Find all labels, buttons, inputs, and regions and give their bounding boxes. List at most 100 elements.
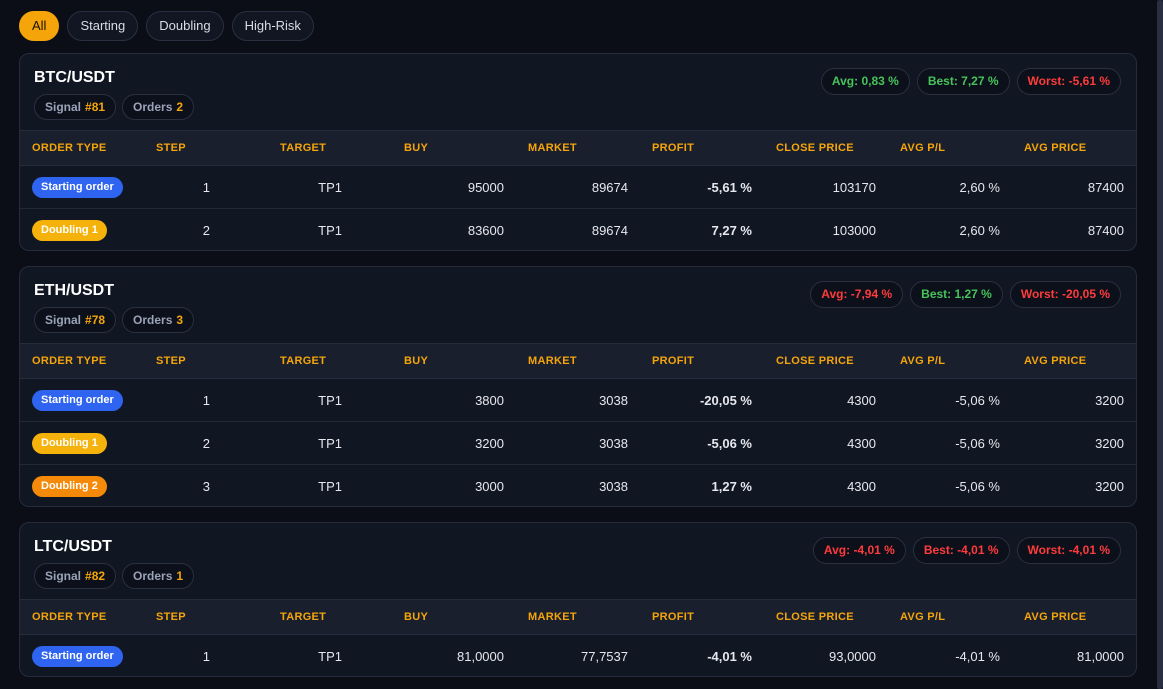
column-buy: BUY <box>404 142 429 154</box>
column-market: MARKET <box>528 611 577 623</box>
cell-market: 3038 <box>599 393 628 408</box>
card-header: ETH/USDT Signal #78 Orders 3 Avg: -7,94 % Best… <box>20 267 1136 343</box>
signal-number: #78 <box>85 313 106 327</box>
stat-avg: Avg: -7,94 % <box>810 281 904 308</box>
orders-chip: Orders 2 <box>122 94 195 120</box>
signal-card: BTC/USDT Signal #81 Orders 2 Avg: 0,83 % Best:… <box>19 53 1137 251</box>
cell-profit: 1,27 % <box>711 479 752 494</box>
cell-close-price: 4300 <box>847 436 876 451</box>
column-profit: PROFIT <box>652 611 695 623</box>
orders-chip: Orders 1 <box>122 563 195 589</box>
stat-best: Best: 1,27 % <box>910 281 1003 308</box>
cell-close-price: 4300 <box>847 393 876 408</box>
column-avg-price: AVG PRICE <box>1024 611 1087 623</box>
cell-avg-price: 3200 <box>1095 436 1124 451</box>
signal-number: #81 <box>85 100 106 114</box>
table-header: ORDER TYPE STEP TARGET BUY MARKET PROFIT CLOSE… <box>20 599 1136 635</box>
cell-step: 1 <box>202 180 210 195</box>
scrollbar-thumb[interactable] <box>1157 0 1163 689</box>
cell-step: 1 <box>202 649 210 664</box>
pair-title: BTC/USDT <box>34 69 115 86</box>
filter-all[interactable]: All <box>19 11 60 41</box>
orders-count: 2 <box>176 100 184 114</box>
cell-target: TP1 <box>318 479 342 494</box>
signal-label: Signal <box>45 100 82 114</box>
order-type-badge: Starting order <box>32 390 123 411</box>
column-avg-price: AVG PRICE <box>1024 142 1087 154</box>
column-profit: PROFIT <box>652 355 695 367</box>
column-order-type: ORDER TYPE <box>32 142 107 154</box>
cell-buy: 3800 <box>475 393 504 408</box>
cell-market: 89674 <box>591 223 628 238</box>
cell-target: TP1 <box>318 180 342 195</box>
orders-label: Orders <box>133 100 173 114</box>
signal-label: Signal <box>45 569 82 583</box>
column-step: STEP <box>156 611 186 623</box>
cell-avg-pl: 2,60 % <box>959 180 1000 195</box>
cell-step: 3 <box>202 479 210 494</box>
filter-doubling[interactable]: Doubling <box>146 11 224 41</box>
cell-target: TP1 <box>318 393 342 408</box>
cell-close-price: 103000 <box>832 223 876 238</box>
column-order-type: ORDER TYPE <box>32 611 107 623</box>
column-avg-pl: AVG P/L <box>900 355 946 367</box>
column-market: MARKET <box>528 142 577 154</box>
stat-worst: Worst: -5,61 % <box>1016 68 1121 95</box>
order-type-badge: Doubling 1 <box>32 433 107 454</box>
cell-target: TP1 <box>318 436 342 451</box>
signal-chip: Signal #78 <box>34 307 117 333</box>
cell-target: TP1 <box>318 649 342 664</box>
table-row: Starting order 1 TP1 3800 3038 -20,05 % 4300 -5… <box>20 379 1136 422</box>
signal-chip: Signal #81 <box>34 94 117 120</box>
table-row: Starting order 1 TP1 95000 89674 -5,61 % 10317… <box>20 166 1136 209</box>
column-target: TARGET <box>280 142 327 154</box>
cell-avg-price: 87400 <box>1087 180 1124 195</box>
signal-card: LTC/USDT Signal #82 Orders 1 Avg: -4,01 % Best… <box>19 522 1137 677</box>
filter-starting[interactable]: Starting <box>67 11 139 41</box>
signal-number: #82 <box>85 569 106 583</box>
cell-step: 2 <box>202 223 210 238</box>
cell-buy: 95000 <box>467 180 504 195</box>
cell-step: 2 <box>202 436 210 451</box>
cell-step: 1 <box>202 393 210 408</box>
cell-buy: 3000 <box>475 479 504 494</box>
table-row: Doubling 1 2 TP1 83600 89674 7,27 % 103000 2,60… <box>20 209 1136 250</box>
scrollbar-track[interactable] <box>1157 0 1163 689</box>
signal-card: ETH/USDT Signal #78 Orders 3 Avg: -7,94 % Best… <box>19 266 1137 507</box>
column-avg-pl: AVG P/L <box>900 142 946 154</box>
cell-profit: -5,06 % <box>707 436 752 451</box>
order-type-badge: Starting order <box>32 177 123 198</box>
column-market: MARKET <box>528 355 577 367</box>
column-close-price: CLOSE PRICE <box>776 142 854 154</box>
filter-high-risk[interactable]: High-Risk <box>231 11 314 41</box>
table-header: ORDER TYPE STEP TARGET BUY MARKET PROFIT CLOSE… <box>20 130 1136 166</box>
stat-best: Best: 7,27 % <box>916 68 1010 95</box>
cell-profit: 7,27 % <box>711 223 752 238</box>
table-row: Starting order 1 TP1 81,0000 77,7537 -4,01 % 9… <box>20 635 1136 676</box>
column-step: STEP <box>156 355 186 367</box>
card-stats: Avg: 0,83 % Best: 7,27 % Worst: -5,61 % <box>820 68 1121 95</box>
order-type-badge: Doubling 2 <box>32 476 107 497</box>
column-step: STEP <box>156 142 186 154</box>
pair-title: ETH/USDT <box>34 282 114 299</box>
signal-chip: Signal #82 <box>34 563 117 589</box>
column-buy: BUY <box>404 355 429 367</box>
card-stats: Avg: -7,94 % Best: 1,27 % Worst: -20,05 % <box>810 281 1121 308</box>
cell-profit: -20,05 % <box>699 393 752 408</box>
cell-avg-pl: -5,06 % <box>955 436 1000 451</box>
cell-close-price: 4300 <box>847 479 876 494</box>
card-chips: Signal #82 Orders 1 <box>34 563 195 589</box>
card-chips: Signal #81 Orders 2 <box>34 94 195 120</box>
column-close-price: CLOSE PRICE <box>776 611 854 623</box>
cell-market: 3038 <box>599 436 628 451</box>
stat-avg: Avg: 0,83 % <box>820 68 910 95</box>
stat-worst: Worst: -20,05 % <box>1009 281 1121 308</box>
table-row: Doubling 1 2 TP1 3200 3038 -5,06 % 4300 -5,06 %… <box>20 422 1136 465</box>
card-header: LTC/USDT Signal #82 Orders 1 Avg: -4,01 % Best… <box>20 523 1136 599</box>
cell-buy: 83600 <box>467 223 504 238</box>
orders-count: 3 <box>176 313 184 327</box>
cell-buy: 81,0000 <box>457 649 504 664</box>
cell-avg-pl: -5,06 % <box>955 393 1000 408</box>
cell-target: TP1 <box>318 223 342 238</box>
